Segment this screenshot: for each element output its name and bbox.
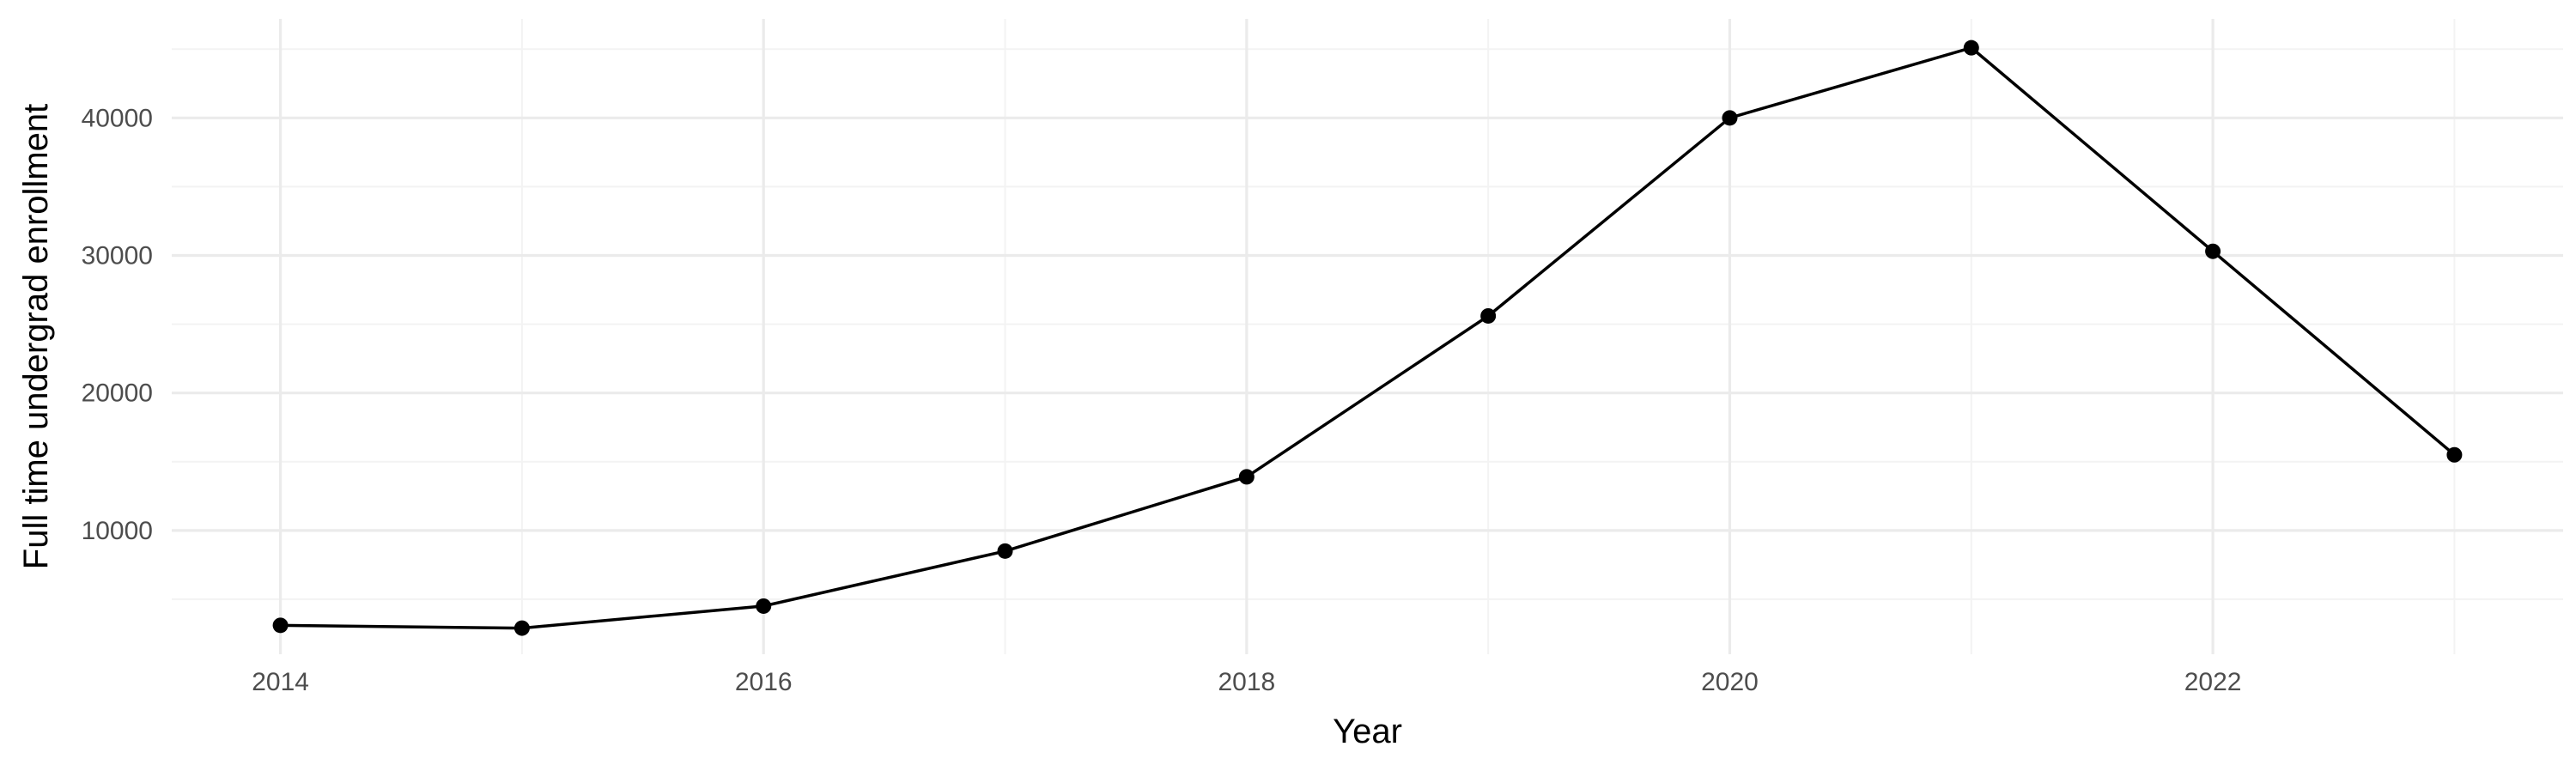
series-layer [272,39,2463,636]
grid-layer [172,19,2563,654]
data-point-2022 [2205,243,2221,259]
x-tick-label-2020: 2020 [1701,668,1759,696]
data-point-2021 [1963,39,1979,56]
y-tick-label-20000: 20000 [82,379,153,408]
y-axis-title: Full time undergrad enrollment [17,104,55,569]
y-tick-label-30000: 30000 [82,241,153,270]
data-point-2015 [513,620,530,636]
data-point-2014 [272,617,289,634]
data-point-2023 [2446,446,2463,463]
tick-label-layer: 2014 2016 2018 2020 2022 10000 20000 30000 40000 [82,104,2242,696]
data-point-2020 [1722,110,1738,126]
x-tick-label-2018: 2018 [1218,668,1275,696]
data-point-2019 [1480,307,1497,324]
y-tick-label-10000: 10000 [82,517,153,545]
data-point-2016 [756,598,772,614]
data-point-2017 [997,543,1013,559]
x-tick-label-2022: 2022 [2184,668,2242,696]
series-line-0 [280,46,2456,630]
x-tick-label-2016: 2016 [735,668,793,696]
x-tick-label-2014: 2014 [252,668,309,696]
y-tick-label-40000: 40000 [82,104,153,132]
x-axis-title: Year [1333,713,1402,750]
data-point-2018 [1238,469,1255,485]
